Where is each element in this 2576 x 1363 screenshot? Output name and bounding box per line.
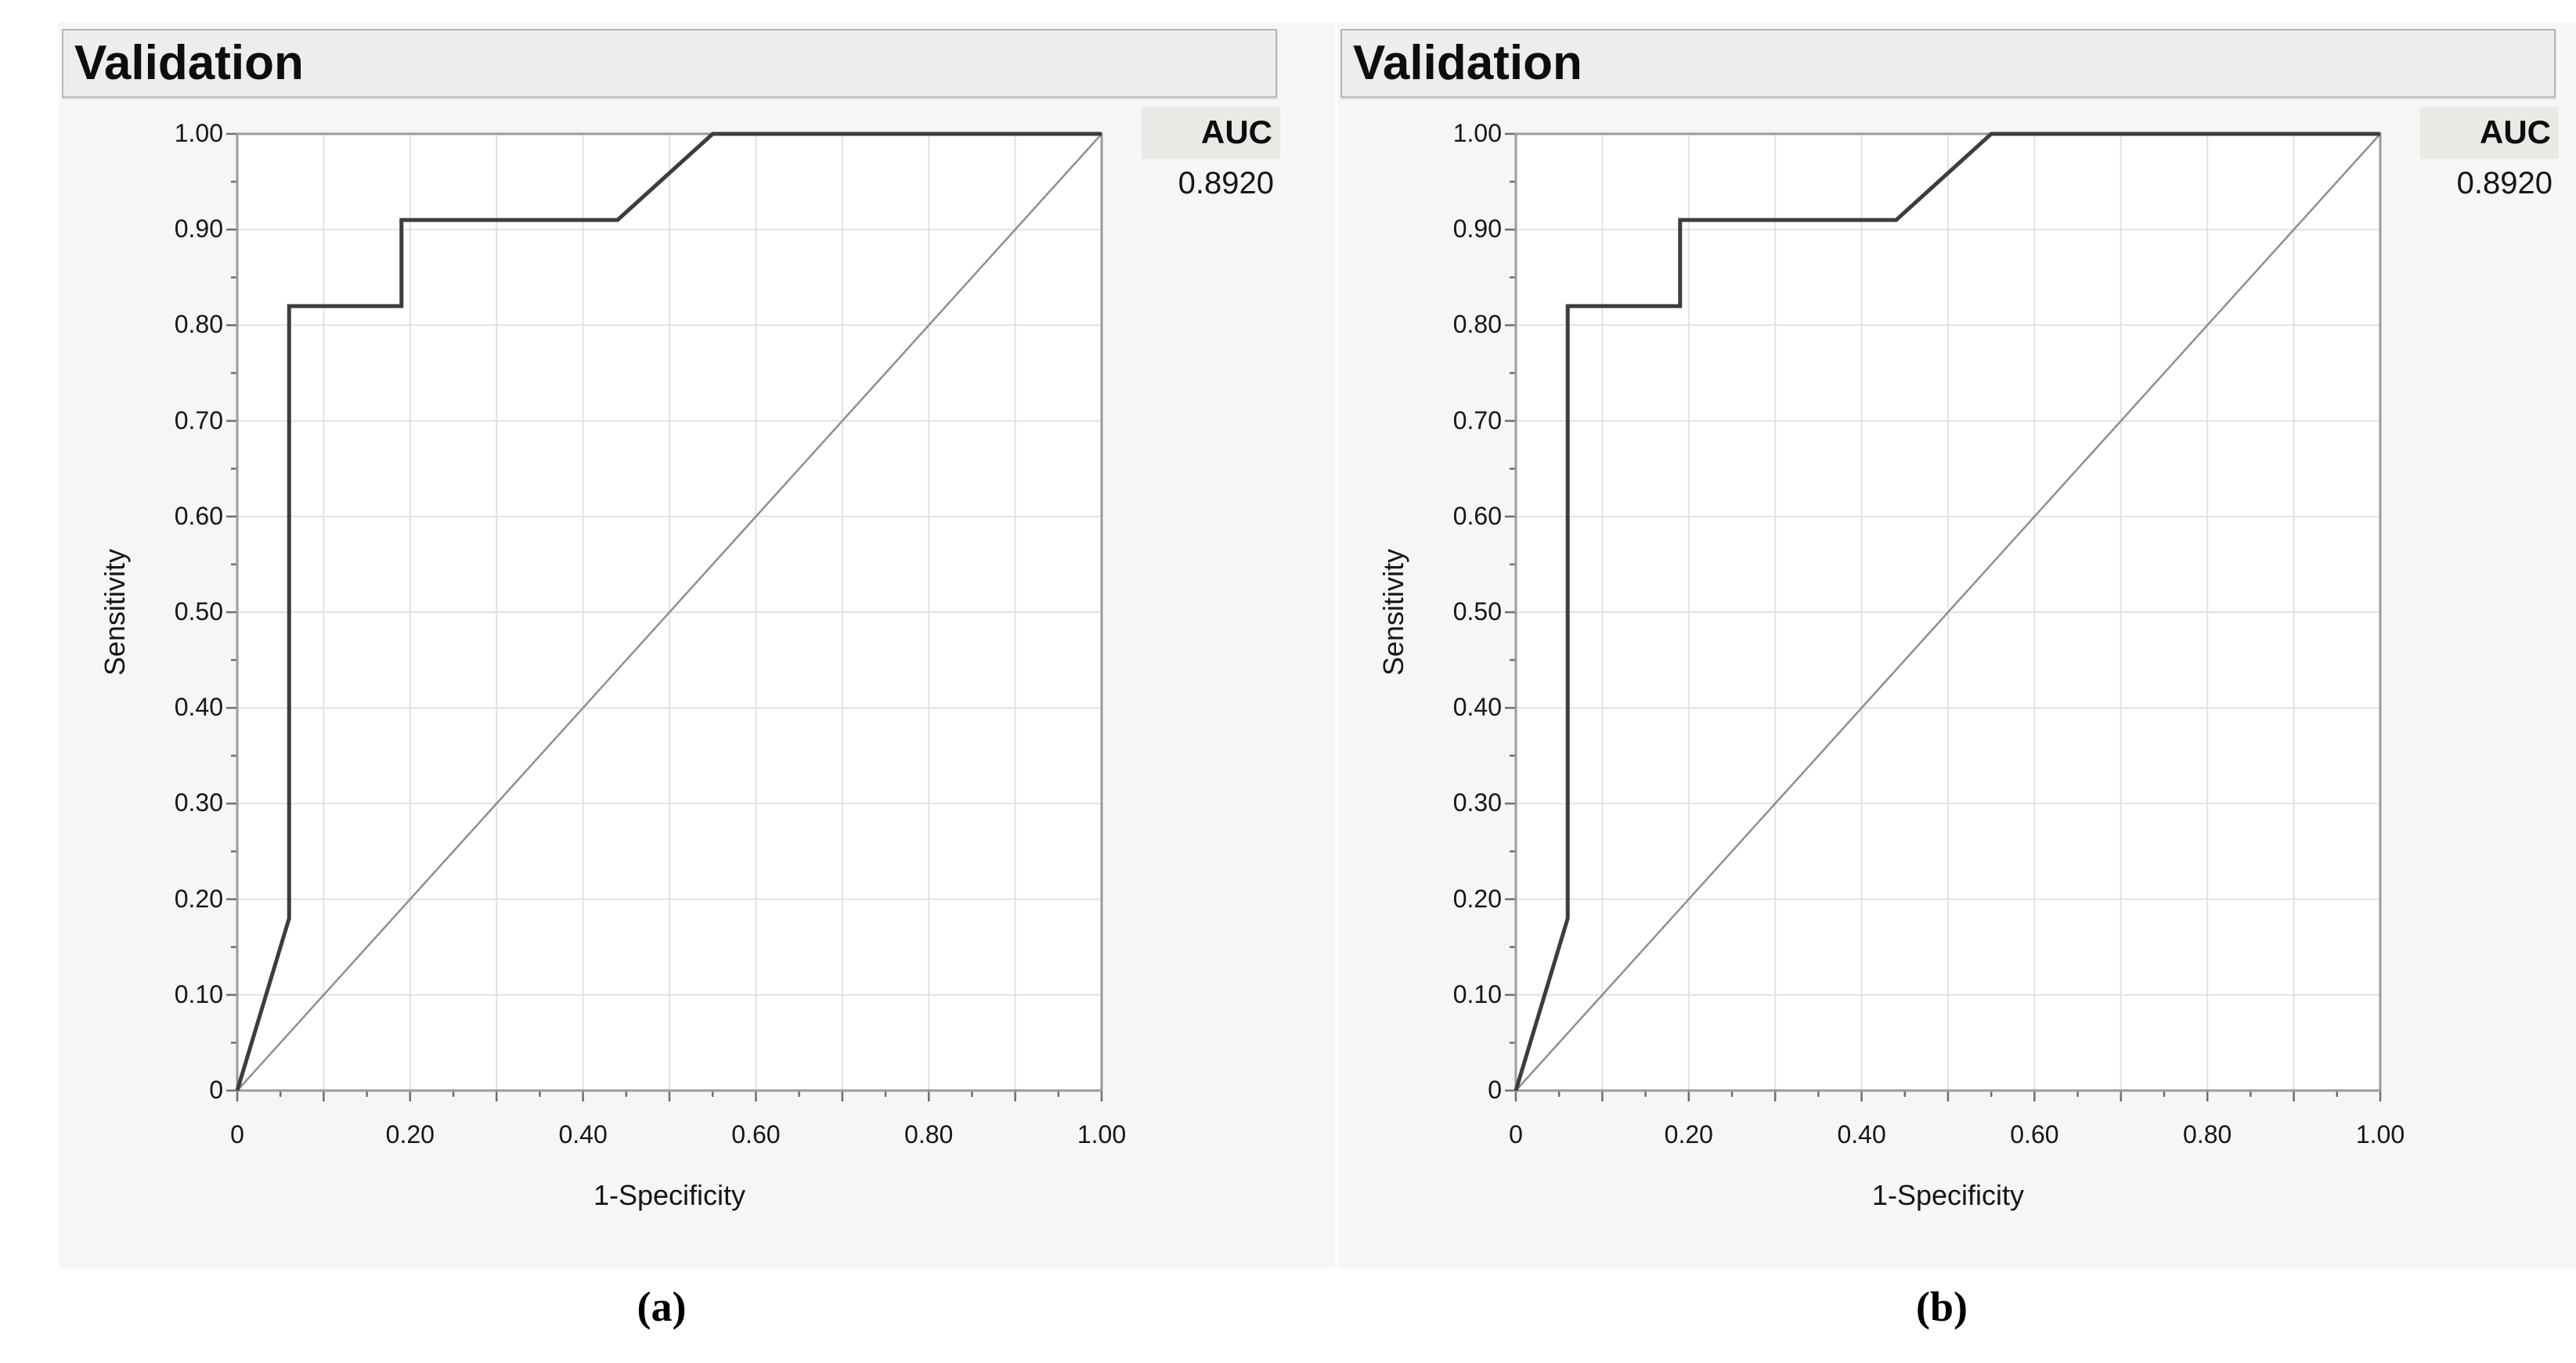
x-tick-label: 0.40 [558, 1120, 608, 1148]
y-tick-label: 1.00 [174, 119, 223, 147]
auc-label: AUC [2480, 114, 2551, 150]
y-tick-label: 0.60 [1452, 501, 1502, 530]
y-tick-label: 0.30 [1452, 788, 1502, 817]
x-axis-title: 1-Specificity [593, 1179, 746, 1211]
figure-caption-b: (b) [1916, 1283, 1968, 1330]
y-tick-label: 0.20 [174, 884, 223, 913]
panel-title: Validation [74, 36, 304, 90]
figure-caption-a: (a) [637, 1283, 687, 1330]
y-tick-label: 0.20 [1452, 884, 1502, 913]
panel-header: Validation [1340, 29, 2556, 98]
x-tick-label: 0.80 [904, 1120, 954, 1148]
x-tick-label: 0 [230, 1120, 244, 1148]
panel-header: Validation [62, 29, 1277, 98]
y-tick-label: 0.90 [174, 215, 223, 243]
chance-line [1515, 133, 2381, 1091]
y-tick-label: 0.10 [174, 979, 223, 1008]
plot-frame [236, 132, 1103, 1092]
y-tick-label: 0.10 [1452, 979, 1502, 1008]
auc-header-cell: AUC [2420, 107, 2559, 159]
x-axis-title: 1-Specificity [1871, 1179, 2025, 1211]
y-tick-label: 0.90 [1452, 215, 1502, 243]
y-tick-label: 0 [209, 1076, 223, 1104]
roc-curve-line [235, 132, 1102, 1091]
auc-value: 0.8920 [2456, 166, 2553, 200]
x-tick-label: 0.40 [1837, 1120, 1886, 1148]
y-tick-label: 0 [1488, 1076, 1502, 1104]
validation-panel-a: Validation Sensitivity 1-Specificity AUC… [59, 22, 1335, 1268]
y-tick-label: 0.80 [174, 310, 223, 339]
y-tick-label: 0.60 [174, 501, 223, 530]
panel-title: Validation [1353, 36, 1582, 90]
auc-value: 0.8920 [1178, 166, 1274, 200]
x-tick-label: 0.20 [1664, 1120, 1713, 1148]
y-tick-label: 0.40 [1452, 693, 1502, 722]
roc-curve-line [1513, 132, 2380, 1091]
y-tick-label: 0.50 [174, 597, 223, 626]
plot-frame [1514, 132, 2382, 1092]
validation-panel-b: Validation Sensitivity 1-Specificity AUC… [1337, 22, 2576, 1268]
y-tick-label: 0.40 [174, 693, 223, 722]
auc-header-cell: AUC [1142, 107, 1280, 159]
x-tick-label: 1.00 [1077, 1120, 1127, 1148]
y-tick-label: 0.80 [1452, 310, 1502, 339]
x-tick-label: 0.60 [2010, 1120, 2059, 1148]
y-tick-label: 0.50 [1452, 597, 1502, 626]
y-tick-label: 0.30 [174, 788, 223, 817]
x-tick-label: 0.20 [385, 1120, 435, 1148]
roc-plot [1505, 132, 2382, 1102]
roc-plot [226, 132, 1103, 1102]
y-tick-label: 0.70 [1452, 406, 1502, 435]
x-tick-label: 0.80 [2183, 1120, 2232, 1148]
x-tick-label: 0 [1509, 1120, 1523, 1148]
x-tick-label: 1.00 [2355, 1120, 2405, 1148]
auc-label: AUC [1201, 114, 1272, 150]
x-tick-label: 0.60 [731, 1120, 781, 1148]
y-tick-label: 1.00 [1452, 119, 1502, 147]
chance-line [236, 133, 1102, 1091]
y-tick-label: 0.70 [174, 406, 223, 435]
